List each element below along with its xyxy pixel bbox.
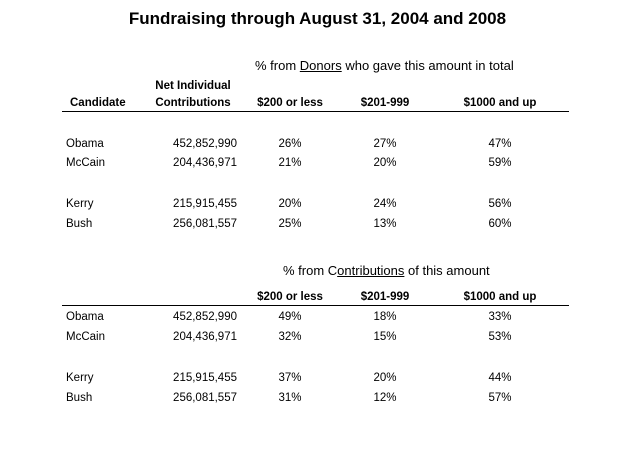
contributions-row-candidate: Kerry [66, 372, 94, 384]
contributions-row-c1: 49% [278, 311, 302, 323]
contributions-row-c2: 12% [373, 392, 397, 404]
contributions-col3-header: $1000 and up [463, 291, 537, 303]
contributions-row-c2: 20% [373, 372, 397, 384]
donors-row-candidate: Bush [66, 218, 93, 230]
donors-col2-header: $201-999 [360, 97, 410, 109]
contributions-row-c1: 37% [278, 372, 302, 384]
page-title: Fundraising through August 31, 2004 and … [128, 9, 507, 28]
donors-row-candidate: Kerry [66, 198, 94, 210]
contributions-row-c3: 57% [488, 392, 512, 404]
contributions-header-rule [62, 305, 569, 306]
contributions-row-c3: 33% [488, 311, 512, 323]
donors-caption: % from Donors who gave this amount in to… [255, 58, 514, 73]
contributions-caption-pre: % from C [283, 263, 338, 278]
candidate-header: Candidate [70, 97, 126, 109]
donors-row-candidate: Obama [66, 138, 104, 150]
contributions-caption-post: of this amount [404, 263, 490, 278]
donors-row-c2: 27% [373, 138, 397, 150]
contributions-row-c1: 32% [278, 331, 302, 343]
contributions-row-net: 452,852,990 [173, 311, 237, 323]
donors-row-c1: 26% [278, 138, 302, 150]
donors-row-candidate: McCain [66, 157, 105, 169]
donors-row-c3: 60% [488, 218, 512, 230]
donors-row-net: 256,081,557 [173, 218, 237, 230]
donors-row-c2: 13% [373, 218, 397, 230]
contributions-caption: % from Contributions of this amount [283, 263, 490, 278]
donors-caption-key: Donors [299, 58, 342, 73]
donors-row-c3: 59% [488, 157, 512, 169]
contributions-col1-header: $200 or less [257, 291, 323, 303]
contributions-row-c3: 44% [488, 372, 512, 384]
contributions-row-c2: 18% [373, 311, 397, 323]
net-header-line1: Net Individual [155, 80, 231, 92]
donors-row-net: 204,436,971 [173, 157, 237, 169]
donors-row-c1: 25% [278, 218, 302, 230]
donors-caption-pre: % from [255, 58, 300, 73]
contributions-row-c1: 31% [278, 392, 302, 404]
donors-row-c1: 21% [278, 157, 302, 169]
donors-row-c2: 24% [373, 198, 397, 210]
net-header-line2: Contributions [155, 97, 231, 109]
donors-row-net: 452,852,990 [173, 138, 237, 150]
contributions-row-candidate: Obama [66, 311, 104, 323]
donors-row-net: 215,915,455 [173, 198, 237, 210]
donors-col1-header: $200 or less [257, 97, 323, 109]
contributions-row-net: 204,436,971 [173, 331, 237, 343]
contributions-row-net: 256,081,557 [173, 392, 237, 404]
contributions-row-candidate: Bush [66, 392, 93, 404]
contributions-caption-key: ontributions [337, 263, 405, 278]
donors-caption-post: who gave this amount in total [341, 58, 514, 73]
donors-row-c1: 20% [278, 198, 302, 210]
donors-col3-header: $1000 and up [463, 97, 537, 109]
contributions-row-candidate: McCain [66, 331, 105, 343]
contributions-row-net: 215,915,455 [173, 372, 237, 384]
donors-row-c2: 20% [373, 157, 397, 169]
donors-row-c3: 56% [488, 198, 512, 210]
donors-header-rule [62, 111, 569, 112]
contributions-row-c3: 53% [488, 331, 512, 343]
donors-row-c3: 47% [488, 138, 512, 150]
contributions-col2-header: $201-999 [360, 291, 410, 303]
contributions-row-c2: 15% [373, 331, 397, 343]
